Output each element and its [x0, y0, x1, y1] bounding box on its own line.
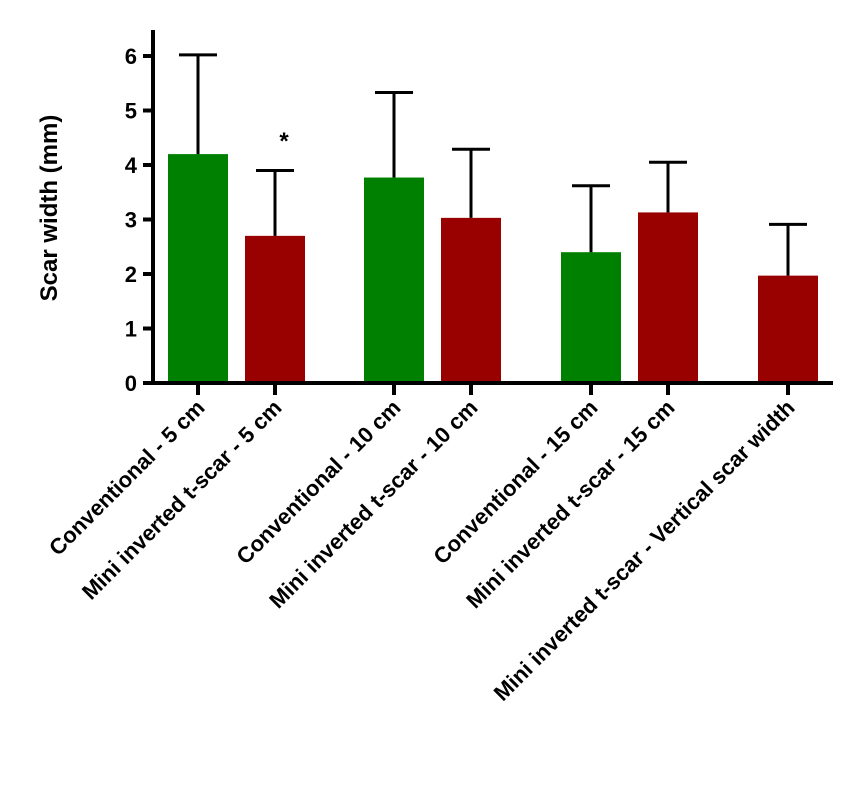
bar: [364, 177, 424, 383]
y-tick-label: 6: [125, 44, 137, 69]
y-tick-label: 2: [125, 262, 137, 287]
y-ticks-group: 0 1 2 3 4 5 6: [125, 44, 153, 396]
y-tick-label: 5: [125, 99, 137, 124]
y-tick-label: 0: [125, 371, 137, 396]
x-category-label: Conventional - 5 cm: [44, 395, 209, 560]
bar: [441, 217, 501, 383]
annotations-group: *: [279, 128, 289, 155]
y-tick-label: 4: [125, 153, 138, 178]
y-tick-label: 1: [125, 317, 137, 342]
significance-marker: *: [279, 128, 289, 155]
bar: [758, 275, 818, 383]
axes-group: [151, 30, 833, 385]
y-tick-label: 3: [125, 208, 137, 233]
bars-group: [168, 154, 818, 383]
bar: [245, 235, 305, 383]
bar: [168, 154, 228, 383]
error-bars-group: [179, 53, 807, 276]
y-axis-title: Scar width (mm): [36, 115, 63, 302]
bar: [561, 252, 621, 383]
bar: [638, 212, 698, 383]
